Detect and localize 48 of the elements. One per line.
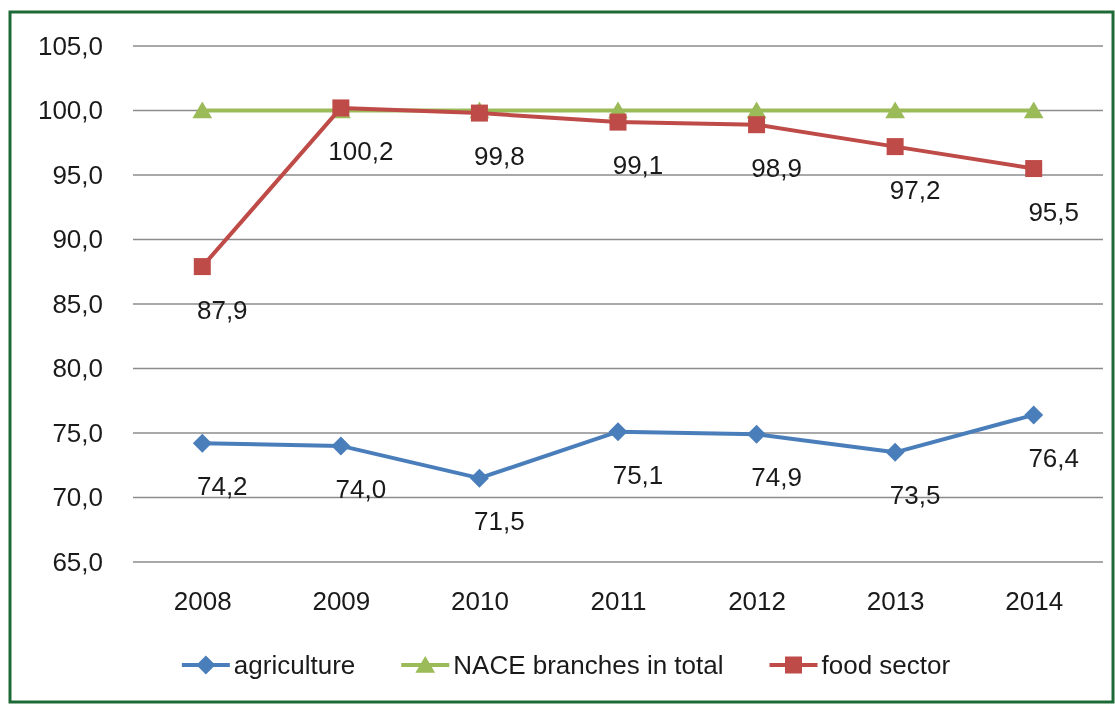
y-tick-label: 75,0 [52, 417, 103, 448]
point [747, 424, 767, 444]
data-label: 74,2 [196, 471, 248, 502]
legend-label: agriculture [233, 650, 356, 680]
data-label: 75,1 [612, 459, 664, 490]
y-tick-label: 90,0 [52, 224, 103, 255]
point [1023, 101, 1044, 119]
data-label: 87,9 [196, 294, 248, 325]
data-label: 99,8 [474, 141, 525, 172]
point [1024, 405, 1044, 425]
legend-label: NACE branches in total [453, 650, 724, 680]
y-tick-label: 85,0 [52, 288, 103, 319]
data-label: 99,1 [612, 150, 664, 181]
x-tick-label: 2008 [173, 586, 232, 617]
point [885, 442, 905, 462]
x-tick-label: 2009 [312, 586, 371, 617]
point [192, 433, 212, 453]
y-tick-label: 65,0 [52, 546, 103, 577]
x-tick-label: 2010 [451, 586, 509, 617]
point [192, 101, 213, 119]
point [1025, 160, 1043, 178]
x-tick-label: 2013 [866, 586, 925, 617]
x-tick-label: 2012 [728, 586, 786, 617]
data-label: 73,5 [889, 480, 941, 511]
data-label: 100,2 [328, 135, 394, 166]
point [886, 138, 904, 156]
data-label: 71,5 [474, 506, 525, 537]
y-tick-label: 105,0 [37, 30, 103, 61]
y-tick-label: 80,0 [52, 353, 103, 384]
y-tick-label: 95,0 [52, 159, 103, 190]
point [748, 116, 766, 134]
data-label: 97,2 [889, 174, 941, 205]
point [885, 101, 906, 119]
data-label: 76,4 [1028, 442, 1080, 473]
x-tick-label: 2011 [590, 586, 647, 617]
data-label: 98,9 [751, 152, 802, 183]
point [608, 422, 628, 442]
point [469, 468, 489, 488]
data-label: 74,9 [751, 462, 802, 493]
y-tick-label: 70,0 [52, 482, 103, 513]
data-label: 74,0 [335, 473, 387, 504]
point [331, 436, 351, 456]
point [193, 258, 211, 276]
x-tick-label: 2014 [1005, 586, 1064, 617]
point [609, 113, 627, 131]
data-label: 95,5 [1028, 196, 1080, 227]
y-tick-label: 100,0 [37, 95, 103, 126]
legend-label: food sector [821, 650, 951, 680]
